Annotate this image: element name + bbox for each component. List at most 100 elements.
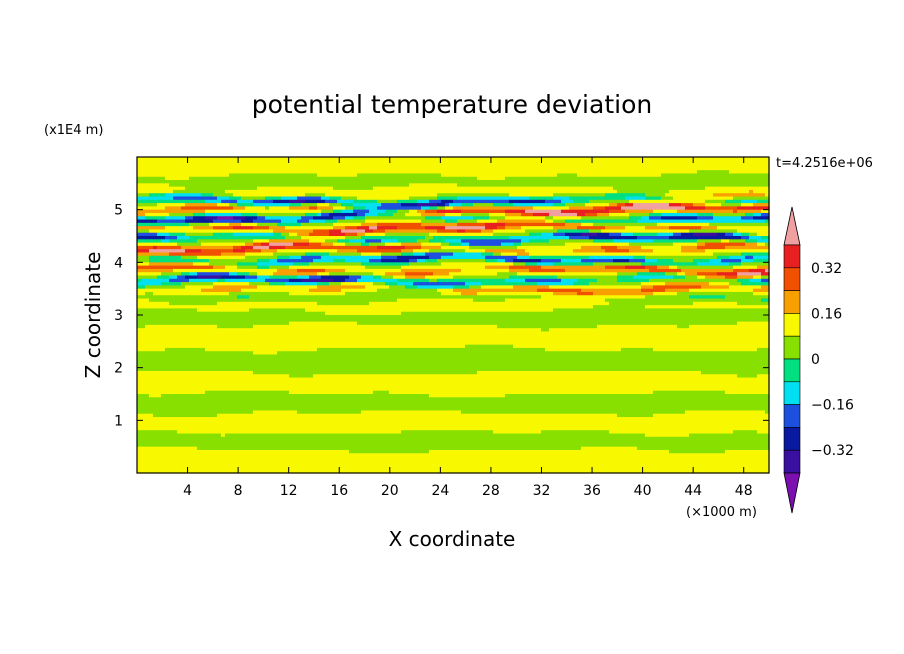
contour-cell xyxy=(353,216,366,221)
contour-cell xyxy=(761,285,770,290)
contour-cell xyxy=(645,265,658,270)
contour-cell xyxy=(761,278,770,283)
contour-cell xyxy=(137,216,146,221)
contour-cell xyxy=(297,410,362,415)
contour-cell xyxy=(669,189,750,194)
contour-cell xyxy=(425,226,446,231)
contour-cell xyxy=(545,219,554,224)
contour-cell xyxy=(409,196,438,201)
contour-cell xyxy=(229,203,238,207)
contour-cell xyxy=(737,272,762,277)
contour-cell xyxy=(753,275,762,280)
contour-cell xyxy=(137,417,770,421)
y-axis-unit: (x1E4 m) xyxy=(44,123,103,138)
contour-cell xyxy=(269,245,286,250)
contour-cell xyxy=(653,285,702,290)
colorbar-segment xyxy=(783,313,801,337)
contour-cell xyxy=(525,262,538,267)
contour-cell xyxy=(589,236,638,240)
contour-cell xyxy=(597,212,610,217)
contour-cell xyxy=(297,219,310,224)
contour-cell xyxy=(513,259,542,263)
contour-cell xyxy=(385,229,438,234)
contour-cell xyxy=(565,268,650,273)
contour-cell xyxy=(401,203,418,207)
contour-cell xyxy=(253,199,274,204)
contour-cell xyxy=(145,212,170,217)
contour-cell xyxy=(401,265,486,270)
contour-cell xyxy=(137,351,254,356)
contour-cell xyxy=(137,354,770,359)
contour-cell xyxy=(197,308,250,313)
contour-cell xyxy=(533,206,570,211)
contour-cell xyxy=(705,242,746,247)
contour-cell xyxy=(461,212,490,217)
contour-cell xyxy=(597,232,610,237)
contour-cell xyxy=(349,275,362,280)
contour-cell xyxy=(221,199,238,204)
contour-cell xyxy=(145,291,154,296)
contour-cell xyxy=(453,275,510,280)
y-tick-label: 3 xyxy=(114,308,123,324)
contour-cell xyxy=(137,199,206,204)
contour-cell xyxy=(173,268,278,273)
colorbar-label: −0.32 xyxy=(811,443,854,459)
contour-cell xyxy=(709,259,722,263)
contour-cell xyxy=(645,295,690,300)
contour-cell xyxy=(689,433,770,438)
contour-cell xyxy=(541,295,646,300)
contour-cell xyxy=(765,219,770,224)
contour-cell xyxy=(349,449,430,454)
contour-cell xyxy=(741,232,750,237)
contour-cell xyxy=(345,268,402,273)
contour-cell xyxy=(673,196,734,201)
contour-cell xyxy=(333,222,362,227)
contour-cell xyxy=(365,285,390,290)
contour-cell xyxy=(745,242,758,247)
contour-cell xyxy=(561,199,574,204)
contour-cell xyxy=(625,196,646,201)
contour-cell xyxy=(181,282,214,286)
contour-cell xyxy=(161,239,170,244)
contour-cell xyxy=(213,193,234,198)
contour-cell xyxy=(137,308,198,313)
contour-cell xyxy=(593,222,658,227)
contour-cell xyxy=(617,272,638,277)
contour-cell xyxy=(577,278,598,283)
contour-cell xyxy=(289,203,302,207)
contour-cell xyxy=(137,209,206,214)
contour-cell xyxy=(477,219,498,224)
contour-cell xyxy=(553,203,566,207)
contour-cell xyxy=(493,229,526,234)
contour-cell xyxy=(345,242,362,247)
contour-cell xyxy=(749,189,754,194)
contour-cell xyxy=(673,259,694,263)
contour-cell xyxy=(137,189,174,194)
contour-cell xyxy=(161,282,182,286)
contour-cell xyxy=(401,311,770,316)
contour-cell xyxy=(137,262,150,267)
contour-cell xyxy=(137,384,770,389)
contour-cell xyxy=(525,209,562,214)
colorbar-segment xyxy=(783,267,801,291)
contour-cell xyxy=(697,272,718,277)
contour-cell xyxy=(153,245,158,250)
contour-cell xyxy=(497,324,598,329)
contour-cell xyxy=(465,229,482,234)
contour-cell xyxy=(417,199,430,204)
contour-cell xyxy=(181,255,198,260)
contour-cell xyxy=(357,321,738,326)
contour-cell xyxy=(405,272,434,277)
contour-cell xyxy=(589,229,602,234)
contour-cell xyxy=(341,209,354,214)
contour-cell xyxy=(629,212,650,217)
contour-cell xyxy=(137,423,770,428)
contour-cell xyxy=(505,212,522,217)
contour-cell xyxy=(137,173,230,178)
contour-cell xyxy=(321,242,334,247)
contour-cell xyxy=(737,301,770,306)
x-tick-label: 32 xyxy=(533,483,551,499)
contour-cell xyxy=(441,255,486,260)
contour-cell xyxy=(705,203,722,207)
contour-cell xyxy=(321,255,382,260)
